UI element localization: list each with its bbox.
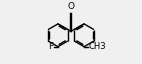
Text: F: F (48, 42, 53, 51)
Text: O: O (67, 2, 74, 11)
Text: CH3: CH3 (88, 42, 106, 51)
